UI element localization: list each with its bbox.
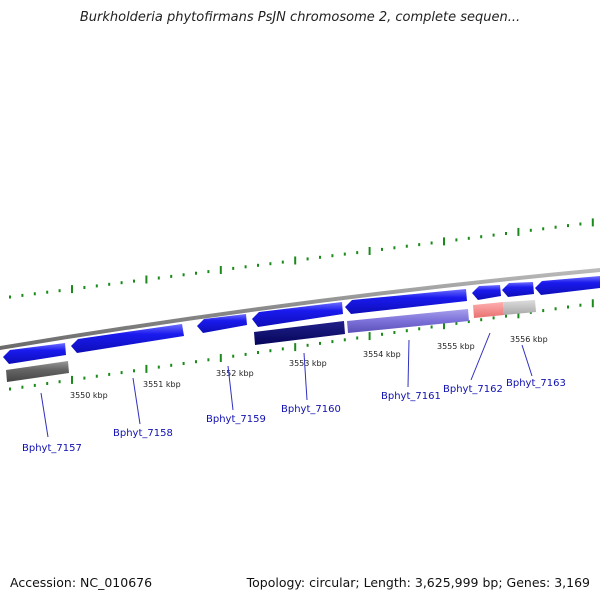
- gc-tick-row-bottom: [9, 299, 594, 391]
- gene-arrow-7157[interactable]: [3, 343, 66, 364]
- leader-line-7162: [470, 332, 491, 381]
- gc-tick-row-top: [9, 218, 594, 299]
- kbp-label-3556: 3556 kbp: [510, 335, 548, 344]
- gene-arrow-7159[interactable]: [197, 314, 247, 333]
- gene-arrow-next[interactable]: [535, 276, 600, 295]
- feature-bar-7163[interactable]: [503, 300, 536, 315]
- gene-label-7162[interactable]: Bphyt_7162: [443, 384, 503, 395]
- gene-arrow-7163[interactable]: [502, 282, 534, 297]
- gene-arrow-7161[interactable]: [345, 289, 467, 314]
- gene-label-7157[interactable]: Bphyt_7157: [22, 443, 82, 454]
- gene-arrow-7160[interactable]: [252, 302, 343, 327]
- feature-bar-7162[interactable]: [473, 302, 504, 318]
- leader-line-7157: [40, 392, 49, 438]
- kbp-label-3555: 3555 kbp: [437, 342, 475, 351]
- leader-line-7160: [303, 352, 308, 401]
- gene-label-7158[interactable]: Bphyt_7158: [113, 428, 173, 439]
- map-title: Burkholderia phytofirmans PsJN chromosom…: [79, 10, 521, 25]
- topology-summary-text: Topology: circular; Length: 3,625,999 bp…: [246, 575, 590, 590]
- kbp-label-3551: 3551 kbp: [143, 380, 181, 389]
- chromosome-backbone: [0, 268, 600, 350]
- gene-label-7163[interactable]: Bphyt_7163: [506, 378, 566, 389]
- feature-bar-7157[interactable]: [6, 361, 69, 382]
- kbp-label-3553: 3553 kbp: [289, 359, 327, 368]
- feature-bar-7160[interactable]: [254, 321, 345, 345]
- gene-leader-lines: [40, 332, 533, 438]
- kbp-label-3550: 3550 kbp: [70, 391, 108, 400]
- gene-label-7159[interactable]: Bphyt_7159: [206, 414, 266, 425]
- gene-label-7160[interactable]: Bphyt_7160: [281, 404, 341, 415]
- kbp-label-3552: 3552 kbp: [216, 369, 254, 378]
- leader-line-7158: [132, 377, 141, 425]
- accession-text: Accession: NC_010676: [10, 575, 153, 590]
- feature-bar-7161[interactable]: [347, 309, 469, 333]
- gene-label-7161[interactable]: Bphyt_7161: [381, 391, 441, 402]
- leader-line-7163: [521, 344, 533, 377]
- gene-arrow-7162[interactable]: [472, 285, 501, 300]
- leader-line-7159: [227, 365, 234, 411]
- leader-line-7161: [407, 339, 410, 388]
- gene-arrow-7158[interactable]: [71, 324, 184, 353]
- kbp-label-3554: 3554 kbp: [363, 350, 401, 359]
